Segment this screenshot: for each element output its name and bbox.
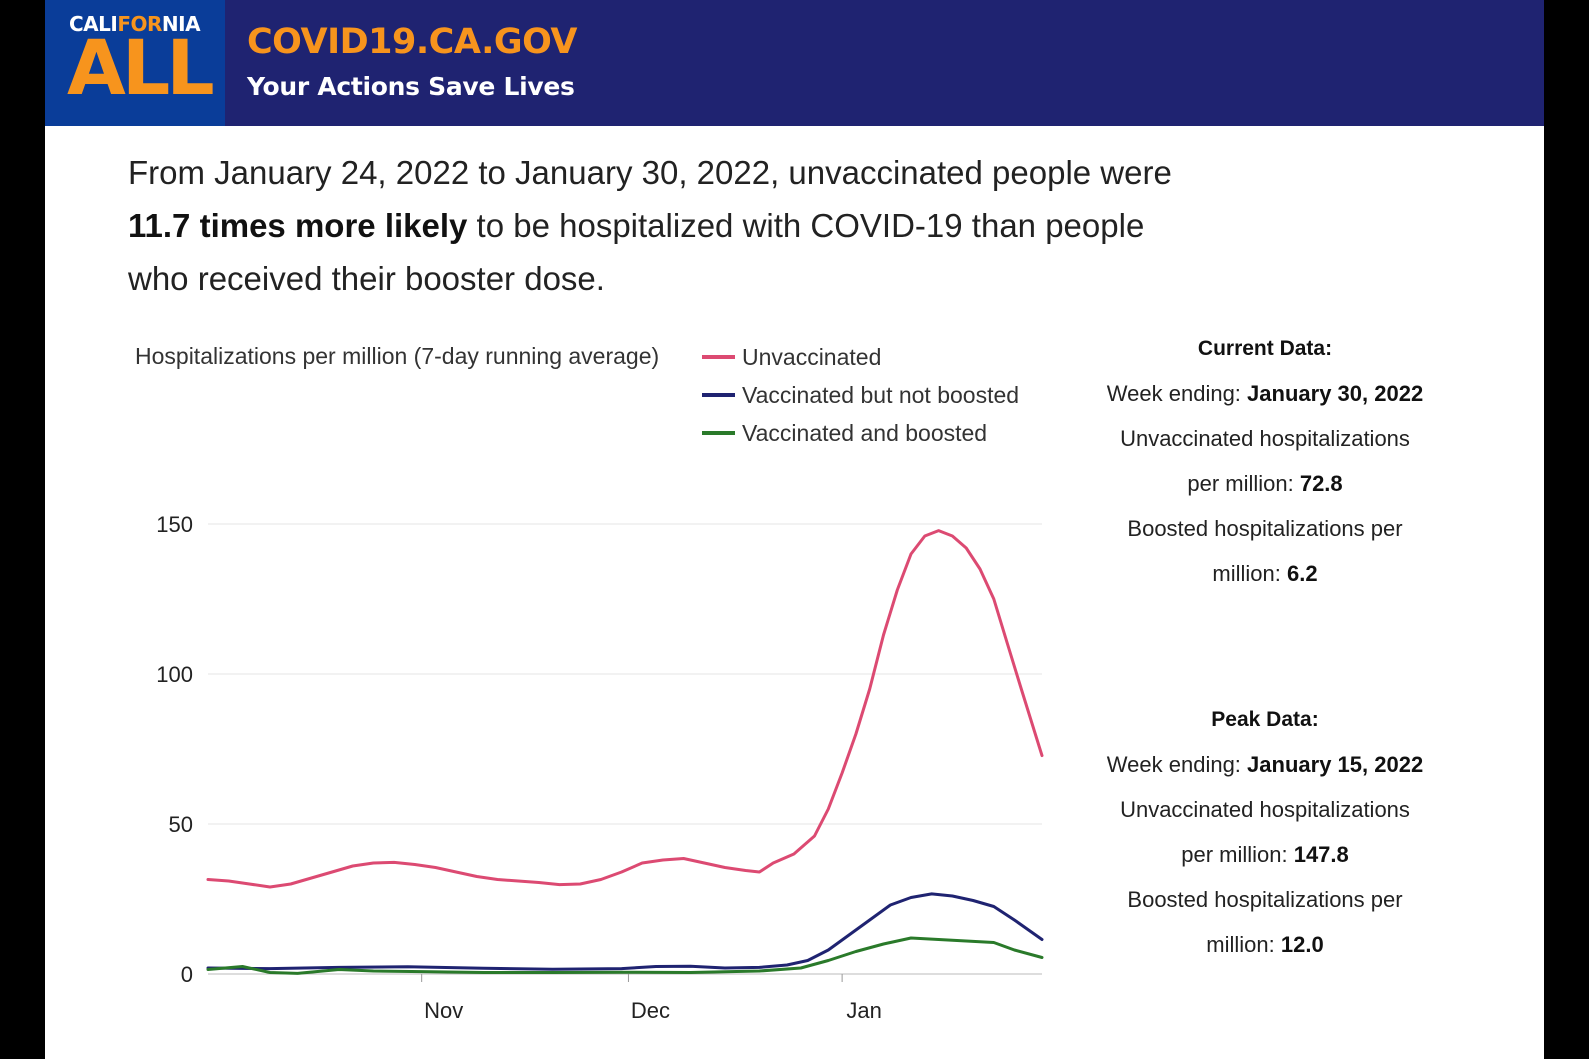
peak-week: Week ending: January 15, 2022	[1105, 742, 1425, 787]
peak-unvax: Unvaccinated hospitalizations per millio…	[1105, 787, 1425, 877]
peak-boosted: Boosted hospitalizations per million: 12…	[1105, 877, 1425, 967]
page: CALIFORNIA ALL COVID19.CA.GOV Your Actio…	[45, 0, 1544, 1059]
peak-week-value: January 15, 2022	[1247, 752, 1424, 777]
california-all-logo[interactable]: CALIFORNIA ALL	[45, 0, 225, 126]
headline-emphasis: 11.7 times more likely	[128, 207, 468, 244]
current-boosted-value: 6.2	[1286, 561, 1318, 586]
legend-label-1: Vaccinated but not boosted	[742, 382, 1019, 408]
grid-lines	[208, 523, 1042, 975]
y-tick-label: 50	[169, 812, 193, 837]
legend-label-2: Vaccinated and boosted	[742, 420, 987, 446]
y-tick-label: 150	[156, 512, 193, 537]
current-unvax: Unvaccinated hospitalizations per millio…	[1105, 416, 1425, 506]
headline: From January 24, 2022 to January 30, 202…	[128, 146, 1188, 305]
peak-data-panel: Peak Data: Week ending: January 15, 2022…	[1105, 697, 1425, 967]
series-line-2	[206, 936, 1044, 975]
hospitalization-chart: 0 50 100 150 Nov Dec Jan Hospitalizations per …	[135, 343, 1044, 1023]
current-unvax-value: 72.8	[1299, 471, 1343, 496]
x-tick-label: Nov	[424, 998, 463, 1023]
series-line-1	[206, 892, 1044, 971]
current-data-title: Current Data:	[1197, 337, 1333, 360]
chart-title: Hospitalizations per million (7-day runn…	[135, 343, 659, 369]
logo-highlight: FOR	[117, 12, 162, 36]
y-tick-label: 0	[181, 962, 193, 987]
current-unvax-label: Unvaccinated hospitalizations per millio…	[1120, 426, 1410, 496]
headline-post: to be hospitalized with COVID-19 than pe…	[128, 207, 1145, 297]
legend-label-0: Unvaccinated	[742, 344, 881, 370]
logo-wordmark: CALIFORNIA	[69, 12, 201, 36]
headline-pre: From January 24, 2022 to January 30, 202…	[128, 154, 1172, 191]
x-tick-label: Jan	[846, 998, 881, 1023]
axis-labels: 0 50 100 150 Nov Dec Jan	[156, 512, 882, 1023]
peak-unvax-value: 147.8	[1293, 842, 1349, 867]
series-line-0	[206, 529, 1044, 889]
current-boosted: Boosted hospitalizations per million: 6.…	[1105, 506, 1425, 596]
logo-suffix: NIA	[161, 12, 201, 36]
series-lines	[206, 529, 1044, 975]
site-tagline: Your Actions Save Lives	[247, 72, 575, 101]
logo-all: ALL	[67, 23, 215, 112]
logo-prefix: CALI	[69, 12, 118, 36]
current-week-label: Week ending:	[1106, 381, 1248, 406]
peak-unvax-label: Unvaccinated hospitalizations per millio…	[1120, 797, 1410, 867]
current-week-value: January 30, 2022	[1247, 381, 1424, 406]
site-title-link[interactable]: COVID19.CA.GOV	[247, 22, 578, 62]
peak-boosted-label: Boosted hospitalizations per million:	[1127, 887, 1403, 957]
peak-boosted-value: 12.0	[1280, 932, 1324, 957]
peak-week-label: Week ending:	[1106, 752, 1248, 777]
current-data-panel: Current Data: Week ending: January 30, 2…	[1105, 326, 1425, 596]
legend: Unvaccinated Vaccinated but not boosted Va…	[702, 344, 1019, 446]
y-tick-label: 100	[156, 662, 193, 687]
x-tick-label: Dec	[631, 998, 670, 1023]
current-boosted-label: Boosted hospitalizations per million:	[1127, 516, 1403, 586]
peak-data-title: Peak Data:	[1211, 708, 1319, 731]
current-week: Week ending: January 30, 2022	[1105, 371, 1425, 416]
site-banner: CALIFORNIA ALL COVID19.CA.GOV Your Actio…	[45, 0, 1544, 126]
